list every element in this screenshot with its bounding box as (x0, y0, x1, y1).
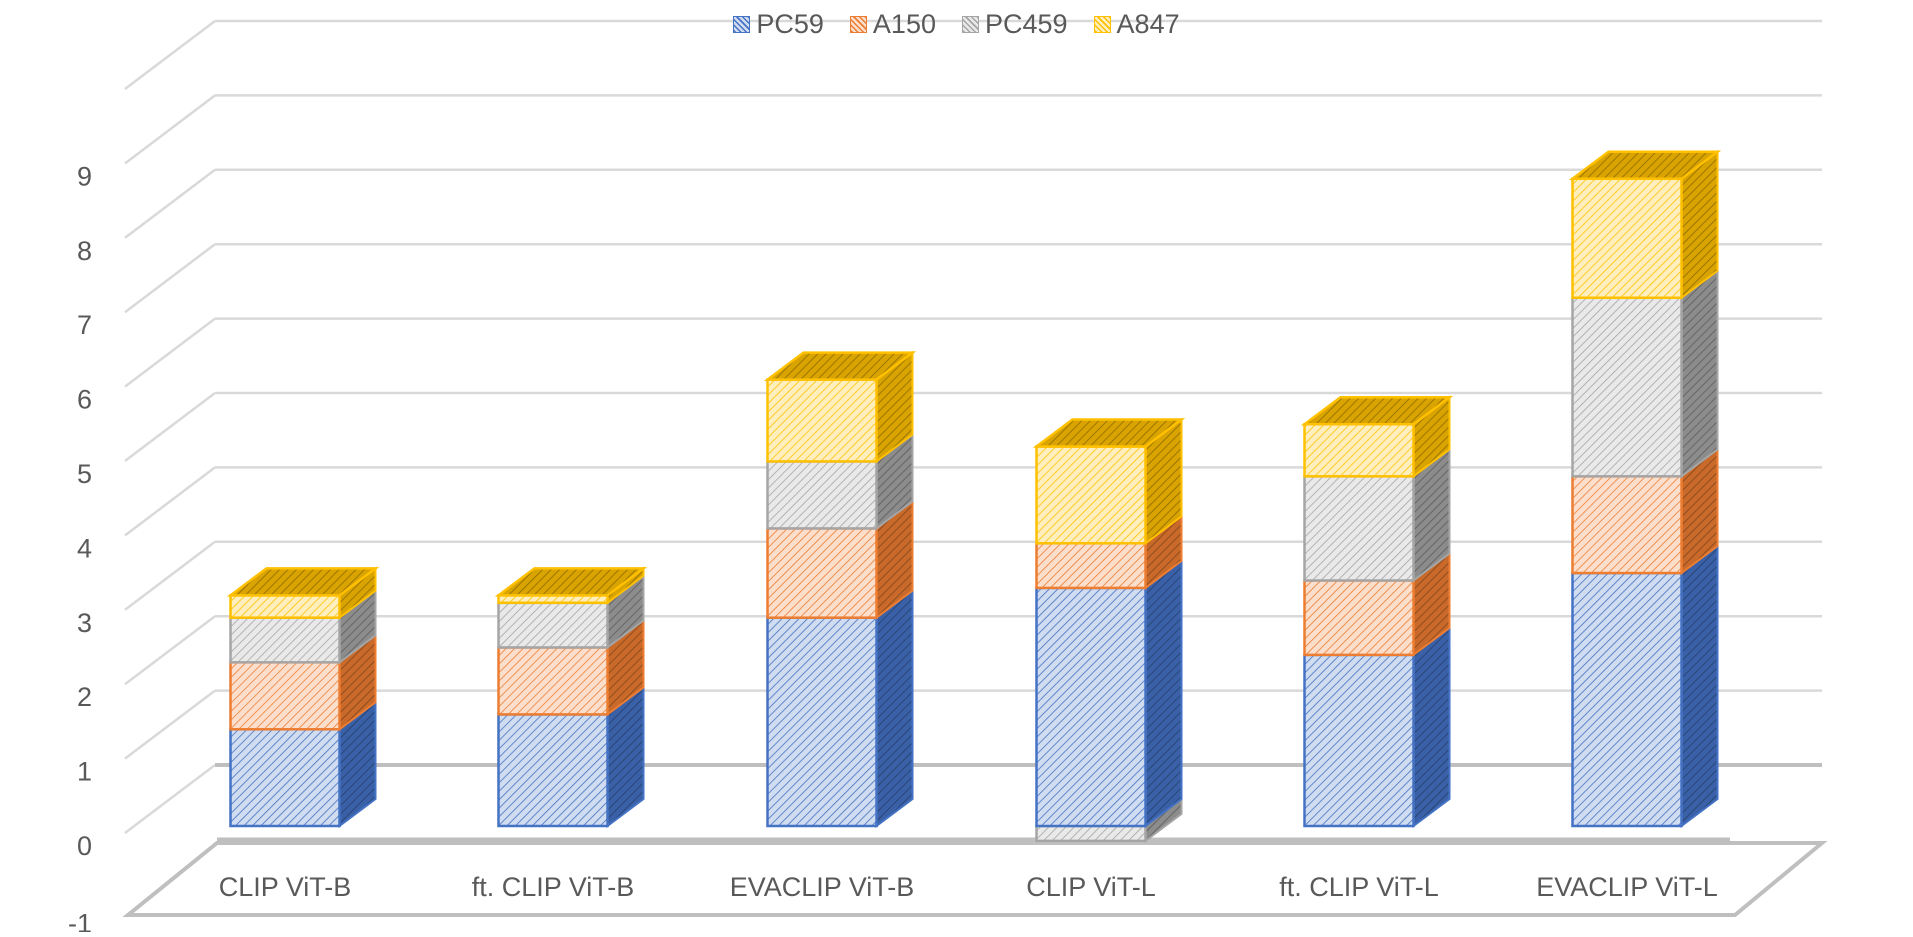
y-tick-label: 1 (77, 757, 92, 787)
gridline-0 (124, 763, 1822, 834)
gridline-7 (124, 242, 1822, 314)
gridline-2 (124, 614, 1822, 686)
y-tick-label: 9 (77, 161, 92, 191)
y-tick-label: 6 (77, 385, 92, 415)
bar-a847-evaclip-vit-l (1568, 149, 1722, 300)
bar-pc59-clip-vit-l (1035, 558, 1183, 828)
bar-stack-evaclip-vit-b: EVACLIP ViT-B (730, 350, 917, 902)
legend-swatch (733, 15, 751, 33)
y-tick-label: 4 (77, 533, 92, 563)
bars: CLIP ViT-B ft. CLIP ViT-B EVACLIP ViT-B CLI… (219, 149, 1722, 902)
floor (122, 837, 1828, 917)
y-tick-label: 2 (77, 682, 92, 712)
legend-label: A150 (872, 8, 936, 39)
gridline-1 (124, 689, 1822, 760)
bar-a150-clip-vit-b (229, 633, 377, 732)
legend-label: PC59 (756, 8, 824, 39)
bar-pc59-clip-vit-b (229, 700, 377, 828)
gridline-6 (124, 317, 1822, 388)
bar-a847-ft-clip-vit-b (494, 566, 648, 605)
legend-swatch (961, 15, 979, 33)
gridline-10 (124, 19, 1822, 90)
gridline-3 (124, 540, 1822, 611)
bar-a847-ft-clip-vit-l (1300, 395, 1454, 479)
bar-pc59-evaclip-vit-l (1571, 544, 1719, 828)
bar-stack-clip-vit-b: CLIP ViT-B (219, 566, 380, 902)
legend-label: A847 (1116, 8, 1180, 39)
legend-item-pc459: PC459 (961, 8, 1068, 40)
gridline-5 (124, 391, 1822, 462)
gridline-4 (124, 466, 1822, 537)
x-tick-label: CLIP ViT-B (219, 872, 352, 902)
gridline-8 (124, 168, 1822, 239)
gridline-9 (124, 94, 1822, 165)
bar-pc59-ft-clip-vit-l (1303, 625, 1451, 828)
y-tick-label: 3 (77, 608, 92, 638)
bar-pc459-evaclip-vit-b (766, 432, 914, 531)
gridlines (124, 19, 1822, 834)
y-tick-label: -1 (68, 908, 92, 932)
legend-item-a847: A847 (1093, 8, 1180, 40)
y-tick-label: 7 (77, 310, 92, 340)
x-tick-label: EVACLIP ViT-L (1536, 872, 1718, 902)
x-tick-label: ft. CLIP ViT-L (1279, 872, 1439, 902)
bar-pc459-evaclip-vit-l (1571, 268, 1719, 479)
y-tick-label: 8 (77, 236, 92, 266)
x-tick-label: ft. CLIP ViT-B (472, 872, 635, 902)
bar-a150-ft-clip-vit-l (1303, 551, 1451, 657)
bar-pc459-ft-clip-vit-l (1303, 447, 1451, 583)
legend: PC59 A150 PC459 A847 (0, 6, 1913, 42)
bar-stack-ft-clip-vit-b: ft. CLIP ViT-B (472, 566, 648, 902)
y-tick-label: 5 (77, 459, 92, 489)
bar-a847-evaclip-vit-b (763, 350, 917, 464)
x-tick-label: EVACLIP ViT-B (730, 872, 915, 902)
y-tick-label: 0 (77, 831, 92, 861)
legend-swatch (1093, 15, 1111, 33)
legend-item-pc59: PC59 (733, 9, 824, 40)
bar-a847-clip-vit-b (226, 566, 380, 620)
bar-pc459-clip-vit-b (229, 588, 377, 665)
x-tick-label: CLIP ViT-L (1026, 872, 1156, 902)
bar-pc59-ft-clip-vit-b (497, 685, 645, 828)
bar-a150-ft-clip-vit-b (497, 618, 645, 717)
bar-a847-clip-vit-l (1032, 417, 1186, 546)
bar-a150-clip-vit-l (1035, 514, 1183, 590)
y-axis: -1 0 1 2 3 4 5 6 7 8 9 (68, 161, 92, 937)
bar-pc59-evaclip-vit-b (766, 588, 914, 828)
legend-swatch (849, 15, 867, 33)
bar-stack-evaclip-vit-l: EVACLIP ViT-L (1536, 149, 1722, 902)
legend-item-a150: A150 (849, 8, 936, 40)
bar-stack-clip-vit-l: CLIP ViT-L (1026, 417, 1186, 902)
bar-a150-evaclip-vit-l (1571, 447, 1719, 576)
bar-pc459-ft-clip-vit-b (497, 573, 645, 650)
bar-stack-ft-clip-vit-l: ft. CLIP ViT-L (1279, 395, 1454, 902)
legend-label: PC459 (984, 8, 1068, 39)
bar-pc459-clip-vit-l (1035, 797, 1183, 843)
bar-a150-evaclip-vit-b (766, 499, 914, 620)
